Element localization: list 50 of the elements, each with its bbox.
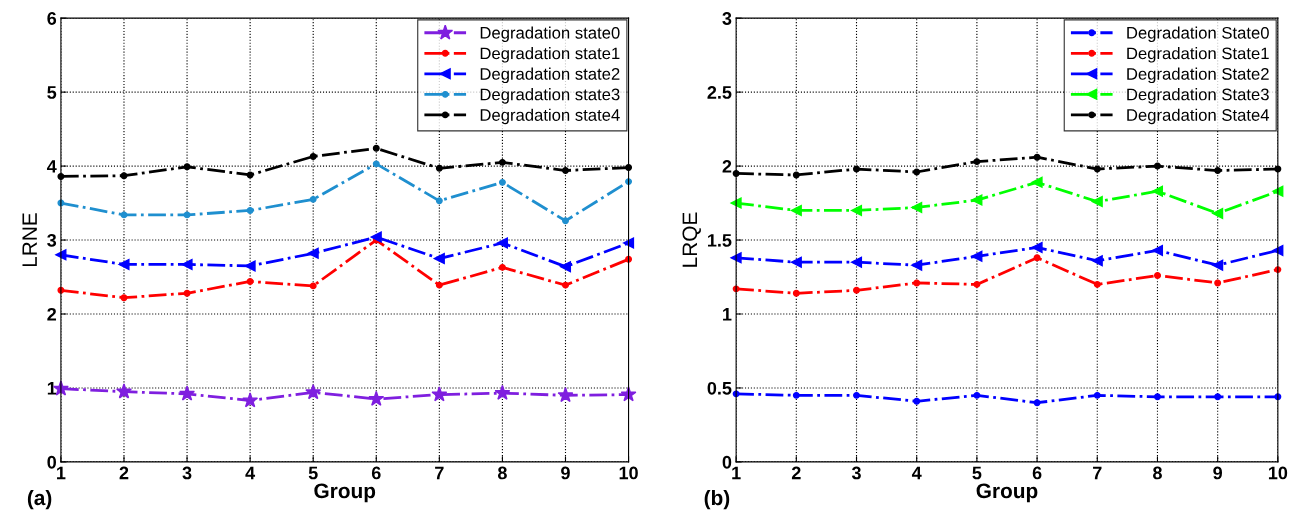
y-tick-label: 3: [722, 12, 732, 25]
y-tick-label: 3: [47, 233, 57, 247]
y-tick-label: 0.5: [707, 381, 732, 395]
x-tick-label: 6: [371, 466, 381, 480]
x-tick-label: 5: [308, 466, 318, 480]
y-tick-label: 5: [47, 86, 57, 99]
legend-label: Degradation state2: [480, 67, 620, 84]
text: (b): [704, 489, 730, 510]
x-tick-label: 9: [561, 466, 570, 480]
y-tick-label: 0: [47, 455, 57, 469]
x-tick-label: 10: [619, 466, 638, 480]
x-tick-label: 2: [791, 466, 801, 480]
x-tick-label: 1: [732, 466, 741, 480]
legend-label: Degradation State3: [1127, 88, 1269, 104]
y-tick-label: 2.5: [707, 86, 732, 99]
x-tick-label: 7: [1093, 466, 1102, 480]
y-tick-label: 4: [46, 160, 57, 173]
x-tick-label: 6: [1032, 466, 1042, 480]
legend-label: Degradation state4: [480, 108, 620, 125]
x-tick-label: 4: [911, 466, 922, 480]
legend-label: Degradation State2: [1127, 67, 1269, 84]
y-axis-title: LRQE: [682, 212, 701, 267]
y-tick-label: 1: [47, 382, 57, 395]
legend-label: Degradation State1: [1127, 47, 1269, 63]
x-tick-label: 2: [119, 466, 129, 480]
x-axis-title: Group: [314, 483, 376, 503]
y-tick-label: 6: [47, 12, 57, 25]
legend-label: Degradation State0: [1127, 26, 1269, 43]
y-axis-title: LRNE: [22, 213, 37, 267]
y-tick-label: 2: [722, 160, 732, 173]
text: (a): [27, 489, 52, 510]
legend-label: Degradation state1: [480, 47, 620, 63]
legend-label: Degradation state0: [480, 26, 620, 43]
y-tick-label: 1.5: [708, 234, 732, 247]
x-tick-label: 9: [1213, 466, 1223, 480]
x-tick-label: 8: [497, 466, 507, 480]
y-tick-label: 0: [722, 455, 732, 469]
x-tick-label: 1: [57, 466, 66, 480]
x-axis-title: Group: [976, 483, 1038, 503]
x-tick-label: 3: [182, 466, 192, 480]
x-tick-label: 5: [972, 466, 982, 480]
x-tick-label: 7: [435, 466, 444, 480]
legend-label: Degradation state3: [480, 88, 620, 104]
x-tick-label: 8: [1153, 466, 1162, 480]
x-tick-label: 3: [851, 466, 861, 480]
x-tick-label: 4: [245, 466, 256, 480]
y-tick-label: 1: [723, 308, 732, 321]
y-tick-label: 2: [47, 307, 57, 321]
legend-label: Degradation State4: [1127, 108, 1270, 125]
x-tick-label: 10: [1268, 466, 1288, 480]
